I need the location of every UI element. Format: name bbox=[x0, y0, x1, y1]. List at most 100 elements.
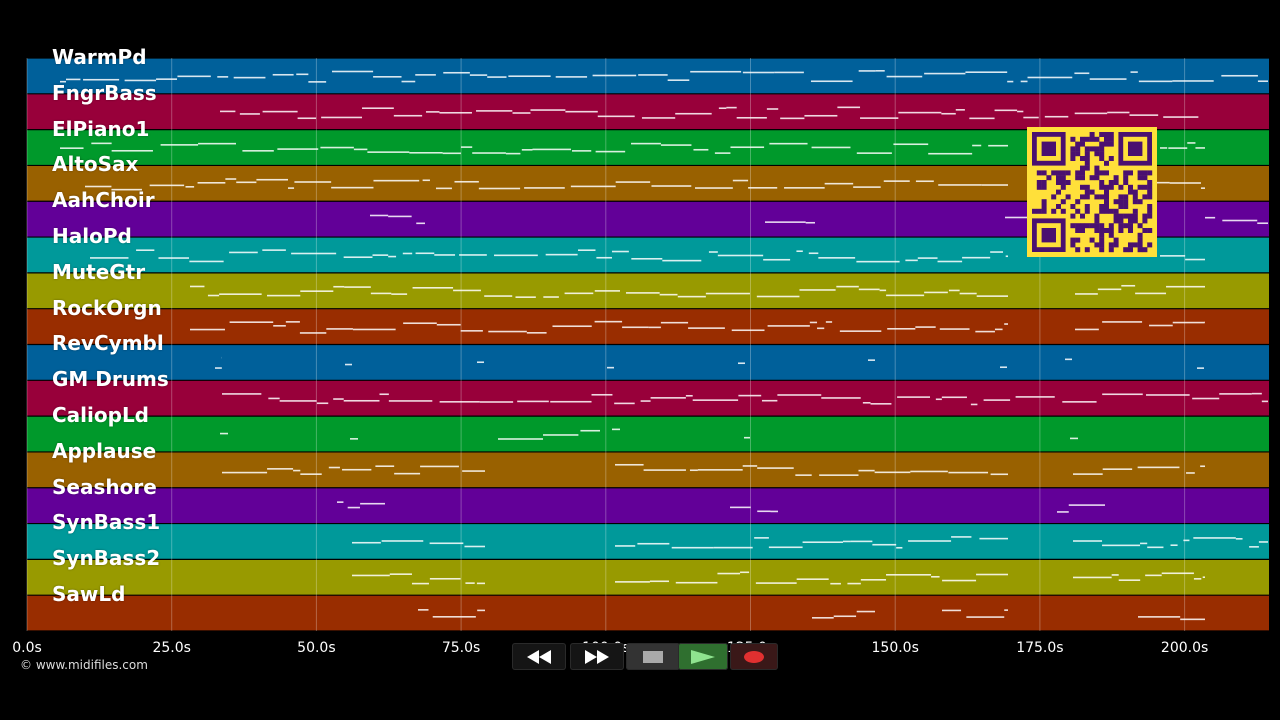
note bbox=[1075, 328, 1099, 331]
note bbox=[331, 70, 374, 73]
qr-module bbox=[1132, 218, 1138, 224]
note bbox=[770, 510, 778, 513]
note bbox=[370, 292, 392, 295]
note bbox=[959, 292, 977, 295]
note bbox=[402, 252, 413, 255]
qr-module bbox=[1099, 151, 1105, 157]
note bbox=[780, 117, 805, 120]
qr-module bbox=[1070, 204, 1076, 209]
qr-module bbox=[1108, 247, 1114, 253]
note bbox=[1138, 616, 1181, 618]
note bbox=[1070, 437, 1078, 440]
qr-module bbox=[1070, 151, 1076, 157]
note bbox=[660, 321, 689, 324]
qr-module bbox=[1089, 146, 1095, 152]
track-label: HaloPd bbox=[52, 224, 132, 248]
qr-module bbox=[1142, 228, 1148, 233]
note bbox=[1007, 80, 1014, 83]
note bbox=[401, 80, 416, 83]
stop-button[interactable] bbox=[626, 643, 680, 670]
qr-module bbox=[1132, 194, 1138, 200]
qr-module bbox=[1084, 146, 1090, 152]
note bbox=[931, 575, 940, 578]
note bbox=[111, 188, 142, 191]
note bbox=[941, 112, 956, 115]
note bbox=[856, 152, 892, 154]
note bbox=[994, 328, 1003, 331]
note bbox=[631, 257, 663, 260]
qr-module bbox=[1137, 184, 1143, 190]
note bbox=[594, 320, 623, 323]
time-tick-label: 150.0s bbox=[871, 640, 919, 656]
note bbox=[774, 71, 804, 74]
qr-module bbox=[1075, 223, 1081, 229]
qr-module bbox=[1084, 184, 1090, 190]
note bbox=[1251, 392, 1262, 395]
note bbox=[690, 70, 729, 73]
qr-module bbox=[1099, 156, 1105, 161]
note bbox=[352, 328, 396, 331]
note bbox=[983, 399, 1011, 401]
qr-module bbox=[1094, 213, 1100, 219]
note bbox=[755, 582, 797, 584]
qr-module bbox=[1094, 136, 1100, 142]
note bbox=[291, 252, 337, 255]
qr-module bbox=[1147, 242, 1153, 248]
qr-module bbox=[1142, 184, 1148, 190]
qr-module bbox=[1089, 189, 1095, 195]
note bbox=[197, 182, 226, 184]
note bbox=[1138, 80, 1173, 83]
note bbox=[465, 582, 475, 584]
note bbox=[988, 144, 1008, 147]
note bbox=[1102, 544, 1141, 547]
note bbox=[352, 541, 381, 544]
note bbox=[296, 73, 309, 76]
qr-module bbox=[1084, 223, 1090, 229]
qr-module bbox=[1147, 204, 1153, 209]
qr-module bbox=[1075, 146, 1081, 152]
record-button[interactable] bbox=[730, 643, 778, 670]
play-button[interactable] bbox=[678, 643, 728, 670]
qr-module bbox=[1051, 194, 1057, 200]
qr-module bbox=[1128, 247, 1133, 253]
note bbox=[717, 254, 764, 257]
qr-module bbox=[1099, 146, 1105, 152]
note bbox=[981, 184, 1008, 186]
qr-module bbox=[1084, 160, 1090, 166]
time-tick-label: 175.0s bbox=[1016, 640, 1064, 656]
qr-module bbox=[1041, 204, 1047, 209]
note bbox=[477, 609, 485, 612]
note bbox=[948, 471, 989, 474]
note bbox=[695, 187, 733, 189]
rewind-button[interactable] bbox=[512, 643, 566, 670]
qr-module bbox=[1041, 180, 1047, 185]
note bbox=[847, 582, 861, 585]
note bbox=[1111, 574, 1119, 576]
note bbox=[530, 109, 566, 111]
track-label: CaliopLd bbox=[52, 403, 150, 427]
note bbox=[614, 402, 635, 405]
note bbox=[1074, 112, 1108, 115]
note bbox=[898, 111, 942, 114]
note bbox=[962, 256, 991, 259]
qr-module bbox=[1147, 213, 1153, 219]
note bbox=[436, 323, 461, 326]
qr-module bbox=[1123, 180, 1129, 185]
note bbox=[85, 185, 112, 188]
qr-module bbox=[1036, 208, 1042, 214]
qr-module bbox=[1094, 146, 1100, 152]
note bbox=[1257, 222, 1268, 225]
track-lane bbox=[27, 523, 1269, 560]
note bbox=[1023, 116, 1039, 119]
track-label: MuteGtr bbox=[52, 259, 146, 284]
note bbox=[804, 114, 838, 117]
note bbox=[965, 71, 1008, 73]
fast-forward-button[interactable] bbox=[570, 643, 624, 670]
note bbox=[1135, 292, 1167, 295]
note bbox=[856, 610, 875, 613]
note bbox=[1107, 111, 1130, 114]
note bbox=[219, 293, 262, 295]
qr-module bbox=[1056, 180, 1061, 185]
note bbox=[256, 178, 288, 181]
note bbox=[688, 327, 725, 329]
